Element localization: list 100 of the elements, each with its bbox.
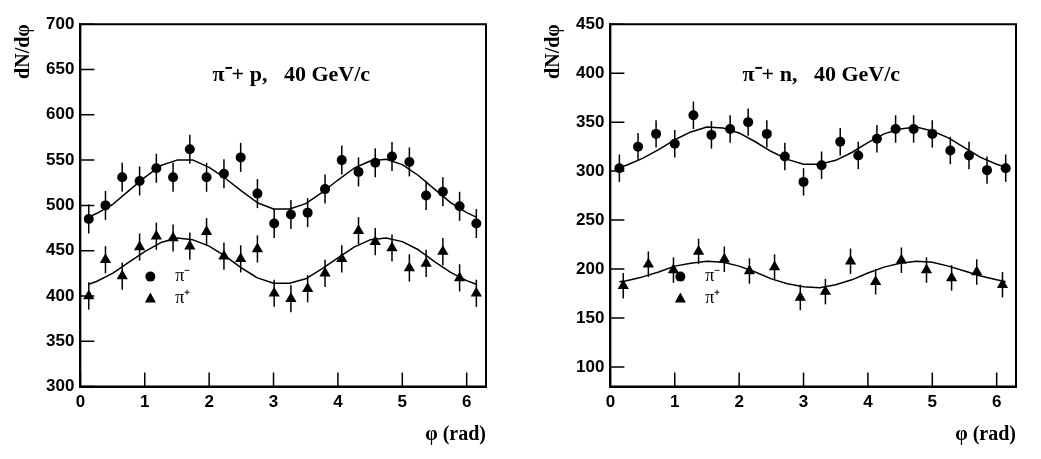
legend-label: π⁻ — [705, 265, 721, 286]
point — [870, 275, 882, 286]
x-tick-label: 0 — [75, 392, 86, 412]
y-tick-label: 600 — [45, 104, 75, 124]
point — [669, 138, 680, 149]
x-tick-label: 4 — [863, 392, 874, 412]
x-tick-label: 3 — [798, 392, 809, 412]
point — [453, 271, 466, 282]
point — [470, 286, 482, 297]
point — [437, 245, 449, 255]
point — [116, 269, 128, 280]
point — [706, 129, 717, 140]
point — [617, 279, 629, 289]
point — [268, 286, 280, 297]
point — [235, 252, 247, 263]
x-tick-label: 5 — [397, 392, 408, 412]
point — [319, 266, 331, 277]
point — [285, 209, 296, 220]
point — [302, 207, 313, 218]
y-tick-label: 150 — [575, 307, 605, 327]
point — [471, 218, 482, 229]
point — [761, 128, 772, 139]
x-tick-label: 0 — [605, 392, 616, 412]
point — [218, 249, 230, 260]
point — [386, 241, 398, 252]
text: π⁻+ n, 40 GeV/c — [742, 60, 901, 86]
point — [353, 166, 364, 177]
point — [871, 133, 882, 144]
x-tick-label: 1 — [140, 392, 150, 412]
point — [150, 229, 162, 240]
y-tick-label: 400 — [575, 62, 605, 82]
point — [320, 184, 331, 195]
point — [235, 152, 246, 163]
point — [853, 150, 864, 161]
point — [996, 278, 1009, 288]
point — [167, 231, 179, 242]
point — [725, 124, 736, 134]
x-tick-label: 3 — [268, 392, 279, 412]
x-tick-label: 2 — [734, 392, 744, 412]
point — [168, 172, 179, 183]
point — [816, 160, 827, 171]
point — [982, 165, 993, 176]
point — [642, 257, 654, 268]
point — [269, 218, 280, 229]
x-tick-label: 6 — [461, 392, 472, 412]
y-tick-label: 100 — [575, 356, 605, 376]
y-tick-label: 300 — [575, 160, 605, 180]
point — [99, 253, 112, 264]
point — [184, 239, 196, 250]
point — [387, 151, 397, 162]
point — [184, 144, 195, 155]
point — [404, 156, 415, 167]
point — [895, 253, 908, 264]
point — [336, 155, 347, 166]
point — [844, 254, 857, 265]
y-tick-label: 450 — [45, 240, 75, 260]
point — [151, 163, 162, 174]
y-tick-label: 350 — [45, 330, 75, 350]
point — [352, 224, 365, 235]
point — [403, 261, 416, 272]
y-tick-label: 650 — [45, 59, 75, 79]
point — [218, 168, 229, 179]
point — [718, 252, 730, 263]
point — [336, 252, 348, 263]
point — [779, 151, 790, 162]
point — [651, 128, 662, 139]
y-tick-label: 300 — [45, 376, 75, 396]
y-tick-label: 400 — [45, 285, 75, 305]
point — [688, 110, 699, 121]
text: π⁻+ p, 40 GeV/c — [212, 60, 371, 86]
legend-label: π⁻ — [175, 265, 191, 286]
point — [971, 265, 983, 276]
x-tick-label: 1 — [670, 392, 680, 412]
point — [134, 175, 145, 186]
point — [285, 292, 297, 302]
y-axis-title: dN/dφ — [11, 24, 35, 79]
point — [890, 124, 901, 134]
point — [1000, 163, 1011, 174]
y-tick-label: 550 — [45, 149, 75, 169]
point — [252, 188, 263, 199]
point — [743, 264, 756, 275]
point — [251, 242, 264, 253]
point — [454, 201, 465, 212]
point — [945, 271, 958, 282]
point — [743, 117, 754, 128]
point — [437, 186, 448, 197]
point — [920, 263, 933, 274]
point — [667, 263, 680, 274]
point — [768, 260, 781, 271]
y-tick-label: 500 — [45, 195, 75, 215]
y-axis-title: dN/dφ — [541, 24, 565, 79]
point — [633, 141, 644, 152]
y-tick-label: 700 — [45, 13, 75, 33]
point — [370, 157, 381, 168]
x-axis-title: φ (rad) — [955, 422, 1016, 446]
point — [908, 124, 919, 134]
point — [100, 200, 111, 211]
point — [927, 128, 938, 139]
point — [83, 213, 94, 224]
legend-label: π⁺ — [175, 287, 191, 308]
